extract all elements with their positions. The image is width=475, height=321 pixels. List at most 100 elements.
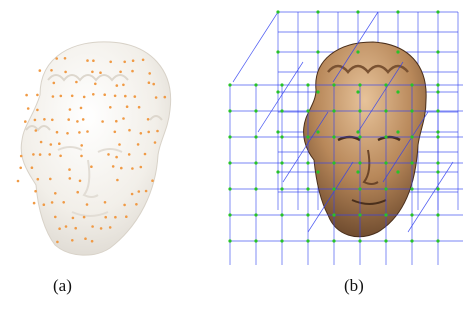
grid-node (436, 50, 440, 54)
sample-point (124, 94, 127, 98)
grid-node (384, 109, 388, 113)
sample-point (32, 153, 35, 156)
grid-node (384, 187, 388, 191)
grid-node (276, 50, 280, 54)
sample-point (101, 120, 104, 123)
sample-point (131, 59, 135, 62)
sample-point (71, 216, 75, 220)
grid-node (396, 170, 400, 174)
grid-node (332, 135, 336, 139)
sample-point (123, 60, 126, 64)
grid-node (358, 239, 362, 243)
sample-point (39, 140, 43, 144)
grid-node (280, 161, 284, 165)
sample-point (68, 108, 72, 111)
grid-node (306, 161, 310, 165)
sample-point (107, 153, 110, 156)
sample-point (51, 118, 54, 122)
grid-node (436, 161, 440, 165)
sample-point (36, 93, 39, 97)
grid-node (396, 50, 400, 54)
grid-node (332, 187, 336, 191)
grid-node (384, 135, 388, 139)
sample-point (154, 96, 158, 99)
grid-node (384, 213, 388, 217)
grid-node (306, 109, 310, 113)
sample-point (113, 94, 117, 98)
sample-point (136, 143, 140, 146)
sample-point (55, 130, 59, 134)
grid-node (276, 90, 280, 94)
grid-line (357, 61, 404, 133)
grid-node (410, 239, 414, 243)
sample-point (85, 203, 89, 206)
grid-node (254, 135, 258, 139)
grid-node (276, 170, 280, 174)
sample-point (54, 215, 57, 219)
sample-point (75, 80, 78, 84)
sample-point (156, 129, 159, 133)
grid-node (356, 130, 360, 134)
grid-nodes (228, 10, 440, 243)
sample-point (115, 119, 118, 123)
sample-point (54, 192, 57, 195)
sample-point (143, 152, 147, 156)
sample-point (64, 70, 67, 74)
sample-point (109, 106, 112, 109)
sample-point (92, 59, 95, 62)
grid-node (254, 83, 258, 87)
sample-point (115, 155, 118, 159)
sample-point (74, 226, 77, 230)
sample-point (91, 225, 94, 228)
grid-node (358, 135, 362, 139)
sample-point (56, 240, 59, 244)
sample-point (50, 201, 54, 204)
grid-node (436, 187, 440, 191)
sample-point (76, 190, 79, 194)
sample-point (78, 179, 82, 183)
sample-point (82, 95, 86, 99)
sample-point (48, 153, 51, 156)
sample-point (91, 70, 94, 74)
sample-point (123, 203, 126, 207)
caption-b: (b) (344, 276, 364, 295)
grid-node (436, 90, 440, 94)
grid-node (276, 130, 280, 134)
sample-point (70, 94, 74, 98)
grid-line (382, 111, 429, 183)
grid-node (436, 83, 440, 87)
sample-point (130, 192, 134, 196)
sample-point (147, 130, 150, 134)
sample-point (68, 177, 72, 180)
grid-node (254, 161, 258, 165)
grid-node (384, 161, 388, 165)
grid-node (228, 161, 232, 165)
sample-point (152, 82, 155, 86)
sample-point (16, 179, 20, 183)
sample-point (52, 81, 56, 85)
sample-point (67, 118, 70, 121)
grid-node (410, 187, 414, 191)
sample-point (36, 108, 39, 112)
grid-node (316, 90, 320, 94)
sample-point (78, 131, 81, 134)
sample-point (113, 130, 117, 134)
grid-node (228, 239, 232, 243)
grid-node (396, 90, 400, 94)
grid-node (316, 130, 320, 134)
sample-point (58, 142, 61, 145)
grid-node (228, 135, 232, 139)
caption-a: (a) (53, 276, 72, 295)
sample-point (80, 144, 83, 147)
grid-node (332, 239, 336, 243)
grid-node (276, 10, 280, 14)
sample-point (59, 94, 63, 98)
sample-point (36, 177, 40, 181)
grid-node (254, 109, 258, 113)
sample-point (81, 118, 85, 121)
grid-line (307, 161, 354, 233)
grid-node (358, 109, 362, 113)
sample-point (120, 166, 123, 170)
sample-point (32, 201, 36, 205)
grid-node (396, 130, 400, 134)
